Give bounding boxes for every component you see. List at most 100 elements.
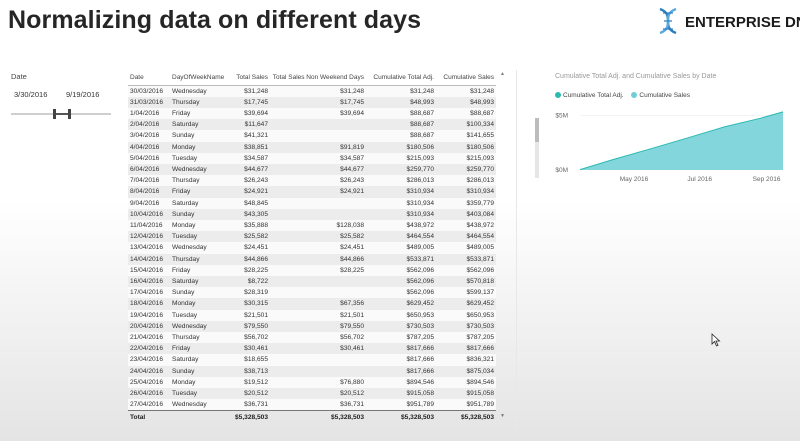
table-row[interactable]: 3/04/2016 Sunday $41,321 $88,687 $141,655 [128, 130, 496, 142]
table-cell: $11,647 [230, 119, 270, 131]
column-header-total-sales[interactable]: Total Sales [230, 71, 270, 86]
slider-start-handle[interactable] [53, 109, 56, 119]
table-cell: $30,315 [230, 298, 270, 310]
table-row[interactable]: 9/04/2016 Saturday $48,845 $310,934 $359,779 [128, 197, 496, 209]
table-cell: $20,512 [270, 387, 366, 400]
title-bar: Normalizing data on different days ENTER… [0, 0, 800, 44]
table-row[interactable]: 7/04/2016 Thursday $26,243 $26,243 $286,013 $… [128, 175, 496, 187]
table-row[interactable]: 1/04/2016 Friday $39,694 $39,694 $88,687 $88,… [128, 107, 496, 120]
table-row[interactable]: 4/04/2016 Monday $38,851 $91,819 $180,506 $18… [128, 141, 496, 153]
table-row[interactable]: 22/04/2016 Friday $30,461 $30,461 $817,666 $8… [128, 343, 496, 355]
table-cell: $26,243 [270, 175, 366, 187]
table-cell: Monday [170, 376, 230, 388]
table-row[interactable]: 18/04/2016 Monday $30,315 $67,356 $629,452 $6… [128, 298, 496, 310]
table-row[interactable]: 31/03/2016 Thursday $17,745 $17,745 $48,993 $… [128, 96, 496, 108]
table-row[interactable]: 13/04/2016 Wednesday $24,451 $24,451 $489,00… [128, 242, 496, 254]
table-cell: $836,321 [436, 354, 496, 366]
date-slider-range [53, 113, 69, 115]
table-cell: Thursday [170, 175, 230, 187]
table-cell: $787,205 [366, 331, 436, 344]
page-title: Normalizing data on different days [8, 6, 422, 34]
column-header-cumulative-adj[interactable]: Cumulative Total Adj. [366, 71, 436, 86]
scroll-up-icon[interactable]: ▲ [500, 71, 505, 77]
slider-end-handle[interactable] [68, 109, 71, 119]
table-cell: 14/04/2016 [128, 253, 170, 265]
table-cell: $286,013 [436, 175, 496, 187]
table-cell: $17,745 [230, 96, 270, 108]
table-row[interactable]: 19/04/2016 Tuesday $21,501 $21,501 $650,953 $… [128, 309, 496, 321]
table-cell: $562,096 [436, 264, 496, 276]
table-cell: $48,993 [436, 96, 496, 108]
table-cell: Saturday [170, 275, 230, 288]
table-row[interactable]: 12/04/2016 Tuesday $25,582 $25,582 $464,554 $… [128, 231, 496, 243]
table-cell: $259,770 [436, 163, 496, 176]
table-cell: 12/04/2016 [128, 231, 170, 243]
legend-item[interactable]: Cumulative Total Adj. [555, 92, 624, 99]
table-row[interactable]: 16/04/2016 Saturday $8,722 $562,096 $570,818 [128, 275, 496, 288]
cumulative-chart[interactable]: $0M $5M May 2016 Jul 2016 Sep 2016 Cumulativ… [530, 70, 790, 190]
table-cell: Wednesday [170, 242, 230, 254]
table-row[interactable]: 23/04/2016 Saturday $18,655 $817,666 $836,32… [128, 354, 496, 366]
table-row[interactable]: 15/04/2016 Friday $28,225 $28,225 $562,096 $5… [128, 264, 496, 276]
chart-scrollbar[interactable] [535, 118, 539, 178]
table-cell: Wednesday [170, 85, 230, 97]
table-cell: $19,512 [230, 376, 270, 388]
table-cell: $24,451 [270, 242, 366, 254]
total-label: Total [128, 410, 170, 426]
table-cell: Friday [170, 186, 230, 198]
column-header-non-weekend[interactable]: Total Sales Non Weekend Days [270, 71, 366, 86]
table-cell: $817,666 [436, 343, 496, 355]
table-row[interactable]: 30/03/2016 Wednesday $31,248 $31,248 $31,248… [128, 85, 496, 97]
table-cell: $34,587 [230, 152, 270, 164]
table-cell: $30,461 [270, 343, 366, 355]
table-cell: Thursday [170, 96, 230, 108]
x-tick-label: Sep 2016 [753, 176, 781, 183]
table-cell: $44,677 [230, 163, 270, 176]
table-row[interactable]: 5/04/2016 Tuesday $34,587 $34,587 $215,093 $2… [128, 152, 496, 164]
table-row[interactable]: 14/04/2016 Thursday $44,866 $44,866 $533,871… [128, 253, 496, 265]
table-cell: 26/04/2016 [128, 387, 170, 400]
table-row[interactable]: 21/04/2016 Thursday $56,702 $56,702 $787,205… [128, 331, 496, 344]
legend-item[interactable]: Cumulative Sales [631, 92, 690, 99]
column-header-dayofweek[interactable]: DayOfWeekName [170, 71, 230, 86]
table-row[interactable]: 26/04/2016 Tuesday $20,512 $20,512 $915,058 $… [128, 387, 496, 400]
table-row[interactable]: 25/04/2016 Monday $19,512 $76,880 $894,546 $8… [128, 376, 496, 388]
table-cell: 8/04/2016 [128, 186, 170, 198]
total-cell [170, 410, 230, 426]
table-cell: 1/04/2016 [128, 107, 170, 120]
brand-name: ENTERPRISE DNA [685, 14, 800, 31]
chart-scroll-thumb[interactable] [535, 118, 539, 142]
table-scrollbar[interactable]: ▲ ▼ [500, 71, 506, 419]
table-cell: 24/04/2016 [128, 365, 170, 377]
table-row[interactable]: 11/04/2016 Monday $35,888 $128,038 $438,972 $… [128, 219, 496, 232]
table-cell: $28,319 [230, 287, 270, 299]
table-cell: 3/04/2016 [128, 130, 170, 142]
table-row[interactable]: 17/04/2016 Sunday $28,319 $562,096 $599,137 [128, 287, 496, 299]
start-date-input[interactable]: 3/30/2016 [11, 88, 55, 102]
column-header-cumulative-sales[interactable]: Cumulative Sales [436, 71, 496, 86]
table-cell: 22/04/2016 [128, 343, 170, 355]
y-tick-label: $0M [555, 167, 568, 174]
table-cell: $28,225 [270, 264, 366, 276]
table-row[interactable]: 6/04/2016 Wednesday $44,677 $44,677 $259,770… [128, 163, 496, 176]
table-cell: $34,587 [270, 152, 366, 164]
table-row[interactable]: 24/04/2016 Sunday $38,713 $817,666 $875,034 [128, 365, 496, 377]
table-cell: 5/04/2016 [128, 152, 170, 164]
end-date-input[interactable]: 9/19/2016 [63, 88, 111, 102]
table-cell: 13/04/2016 [128, 242, 170, 254]
table-row[interactable]: 27/04/2016 Wednesday $36,731 $36,731 $951,78… [128, 399, 496, 411]
total-cell: $5,328,503 [366, 410, 436, 426]
table-row[interactable]: 20/04/2016 Wednesday $79,550 $79,550 $730,50… [128, 320, 496, 332]
scroll-down-icon[interactable]: ▼ [500, 413, 505, 419]
table-cell: $30,461 [230, 343, 270, 355]
table-cell: 7/04/2016 [128, 175, 170, 187]
table-cell: $56,702 [270, 331, 366, 344]
table-row[interactable]: 2/04/2016 Saturday $11,647 $88,687 $100,334 [128, 119, 496, 131]
table-cell: $25,582 [230, 231, 270, 243]
table-row[interactable]: 10/04/2016 Sunday $43,305 $310,934 $403,084 [128, 208, 496, 220]
column-header-date[interactable]: Date [128, 71, 170, 86]
table-cell: $951,789 [366, 399, 436, 411]
table-cell: $817,666 [366, 354, 436, 366]
table-cell: 15/04/2016 [128, 264, 170, 276]
table-row[interactable]: 8/04/2016 Friday $24,921 $24,921 $310,934 $31… [128, 186, 496, 198]
